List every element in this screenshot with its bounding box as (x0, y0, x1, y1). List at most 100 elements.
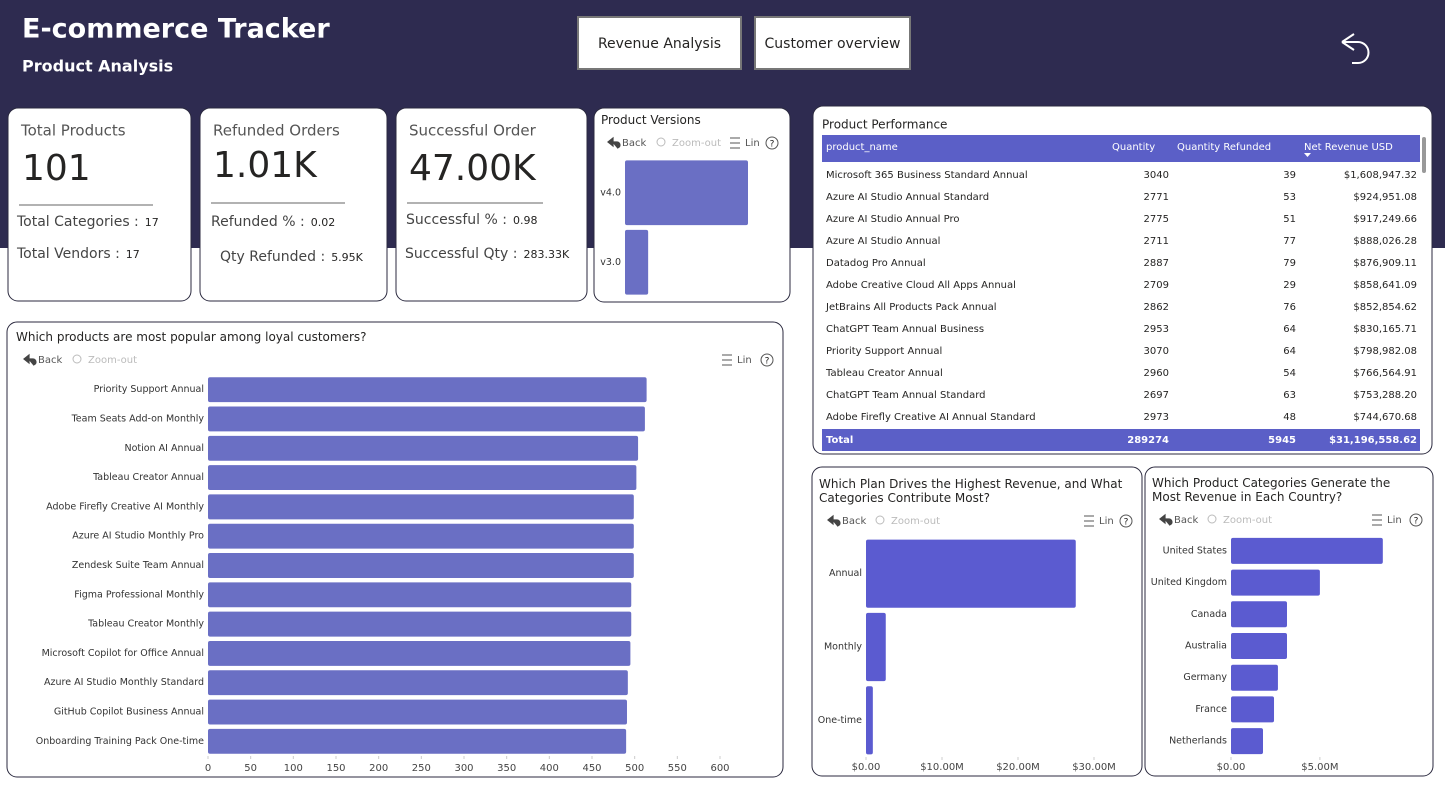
zoom-out-button[interactable]: Zoom-out (88, 355, 137, 366)
back-icon[interactable] (607, 136, 621, 149)
table-header-bg (822, 135, 1420, 162)
table-cell: 2775 (1144, 214, 1169, 225)
bar[interactable] (625, 160, 748, 226)
lin-button[interactable]: Lin (745, 138, 760, 149)
help-button[interactable]: ? (770, 140, 775, 150)
bar[interactable] (866, 686, 873, 755)
zoom-out-button[interactable]: Zoom-out (672, 138, 721, 149)
table-cell: ChatGPT Team Annual Standard (826, 390, 985, 401)
bar[interactable] (1231, 664, 1278, 691)
bar[interactable] (208, 611, 632, 637)
bar[interactable] (208, 406, 645, 432)
table-cell: Datadog Pro Annual (826, 258, 926, 269)
back-icon[interactable] (23, 353, 37, 366)
chart-title: Product Versions (601, 113, 701, 127)
card-value: 1.01K (213, 145, 318, 186)
x-tick-label: 50 (244, 763, 257, 774)
back-button[interactable]: Back (1174, 515, 1198, 526)
nav-button[interactable] (577, 16, 742, 70)
category-label: v4.0 (600, 187, 621, 198)
card-row-label: Total Vendors : (16, 246, 120, 262)
card-row-value: 17 (145, 216, 159, 229)
bar[interactable] (866, 539, 1076, 608)
bar[interactable] (208, 435, 639, 461)
lin-icon[interactable] (730, 137, 740, 149)
x-tick-label: 250 (412, 763, 431, 774)
bar[interactable] (208, 582, 632, 608)
back-button[interactable]: Back (842, 516, 866, 527)
lin-icon[interactable] (1372, 514, 1382, 526)
bar[interactable] (208, 465, 637, 491)
panel (395, 107, 588, 302)
category-label: v3.0 (600, 257, 621, 268)
help-icon[interactable] (1119, 514, 1133, 528)
card-row-value: 17 (126, 248, 140, 261)
category-label: Canada (1191, 609, 1227, 620)
back-icon[interactable] (1341, 33, 1370, 64)
bar[interactable] (208, 553, 634, 578)
help-button[interactable]: ? (1124, 518, 1129, 528)
nav-button[interactable] (754, 16, 911, 70)
bar[interactable] (208, 699, 627, 725)
back-icon[interactable] (1159, 513, 1173, 526)
zoom-out-button[interactable]: Zoom-out (1223, 515, 1272, 526)
category-label: United States (1163, 545, 1227, 556)
back-icon[interactable] (827, 514, 841, 527)
scrollbar[interactable] (1422, 137, 1426, 173)
zoom-icon[interactable] (875, 515, 885, 525)
help-icon[interactable] (765, 136, 779, 150)
bar[interactable] (208, 670, 628, 696)
bar[interactable] (866, 612, 886, 682)
bar[interactable] (208, 640, 631, 666)
bar[interactable] (1231, 632, 1287, 660)
card-row-value: 5.95K (331, 251, 363, 264)
card-row-label: Successful Qty : (405, 246, 517, 262)
column-header: Quantity (1112, 142, 1155, 153)
zoom-icon[interactable] (72, 354, 82, 364)
card-row-label: Total Categories : (16, 214, 139, 230)
help-button[interactable]: ? (765, 357, 770, 367)
category-label: Germany (1183, 672, 1227, 683)
zoom-icon[interactable] (656, 137, 666, 147)
table-cell: 48 (1283, 412, 1296, 423)
lin-icon[interactable] (1084, 515, 1094, 527)
table-cell: $798,982.08 (1353, 346, 1417, 357)
table-cell: $744,670.68 (1353, 412, 1417, 423)
help-icon[interactable] (1409, 513, 1423, 527)
zoom-out-button[interactable]: Zoom-out (891, 516, 940, 527)
panel (1144, 466, 1434, 777)
category-label: France (1195, 704, 1227, 715)
lin-button[interactable]: Lin (1099, 516, 1114, 527)
nav-button-label[interactable]: Customer overview (765, 36, 901, 52)
bar[interactable] (208, 523, 634, 549)
lin-button[interactable]: Lin (1387, 515, 1402, 526)
help-button[interactable]: ? (1414, 517, 1419, 527)
back-button[interactable]: Back (622, 138, 646, 149)
bar[interactable] (208, 377, 647, 403)
table-cell: Adobe Firefly Creative AI Annual Standar… (826, 412, 1036, 423)
table-cell: 3040 (1144, 170, 1169, 181)
category-label: Netherlands (1169, 736, 1227, 747)
table-cell: Adobe Creative Cloud All Apps Annual (826, 280, 1016, 291)
lin-button[interactable]: Lin (737, 355, 752, 366)
bar[interactable] (1231, 537, 1383, 564)
back-button[interactable]: Back (38, 355, 62, 366)
table-cell: Tableau Creator Annual (825, 368, 943, 379)
table-cell: $766,564.91 (1353, 368, 1417, 379)
bar[interactable] (1231, 728, 1263, 755)
category-label: Notion AI Annual (125, 443, 204, 454)
category-label: Adobe Firefly Creative AI Monthly (46, 501, 204, 512)
lin-icon[interactable] (722, 354, 732, 366)
zoom-icon[interactable] (1207, 514, 1217, 524)
table-cell: $852,854.62 (1353, 302, 1417, 313)
bar[interactable] (1231, 601, 1287, 628)
help-icon[interactable] (760, 353, 774, 367)
bar[interactable] (625, 229, 649, 295)
bar[interactable] (1231, 696, 1275, 723)
nav-button-label[interactable]: Revenue Analysis (598, 36, 721, 52)
x-tick-label: 600 (710, 763, 729, 774)
bar[interactable] (208, 494, 634, 520)
bar[interactable] (1231, 569, 1320, 596)
bar[interactable] (208, 728, 627, 754)
